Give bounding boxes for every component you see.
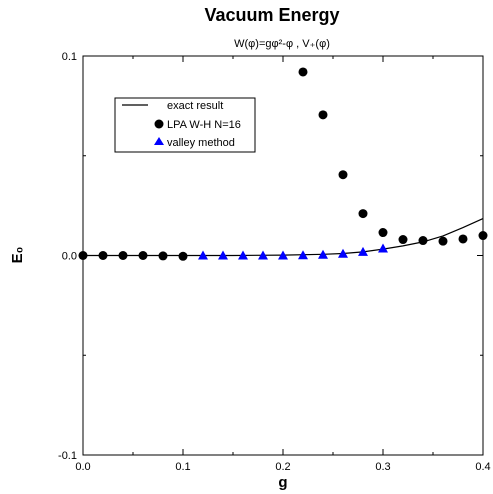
valley-data-point [258, 250, 268, 260]
lpa-data-point [78, 251, 88, 260]
lpa-data-point [118, 251, 128, 260]
chart-title: Vacuum Energy [204, 5, 339, 25]
lpa-data-point [358, 209, 368, 219]
x-tick-label: 0.2 [275, 461, 290, 473]
x-tick-label: 0.3 [375, 461, 390, 473]
x-axis: 0.0 0.1 0.2 0.3 0.4 [75, 56, 491, 473]
valley-data-point [278, 250, 288, 260]
lpa-data-point [458, 234, 468, 244]
legend-label-lpa: LPA W-H N=16 [167, 119, 241, 131]
legend-marker-lpa [154, 119, 164, 129]
valley-data-point [298, 250, 308, 260]
valley-data-point [378, 243, 388, 253]
lpa-data-point [378, 228, 388, 238]
x-tick-label: 0.4 [475, 461, 490, 473]
legend-label-valley: valley method [167, 137, 235, 149]
lpa-data-point [138, 251, 148, 260]
lpa-data-point [158, 251, 168, 261]
valley-data-point [198, 250, 208, 260]
y-tick-label: 0.0 [62, 251, 77, 263]
valley-data-point [238, 250, 248, 260]
lpa-data-point [298, 67, 308, 77]
lpa-data-point [478, 231, 488, 241]
chart-subtitle: W(φ)=gφ²-φ , V₊(φ) [234, 38, 330, 50]
lpa-data-point [398, 235, 408, 245]
lpa-data-point [438, 236, 448, 246]
y-tick-label: -0.1 [58, 450, 77, 462]
lpa-data-point [418, 236, 428, 246]
x-tick-label: 0.1 [175, 461, 190, 473]
legend-label-exact: exact result [167, 100, 223, 112]
valley-data-point [338, 248, 348, 258]
x-tick-label: 0.0 [75, 461, 90, 473]
series-layer [78, 67, 488, 261]
valley-data-point [318, 249, 328, 259]
legend-marker-valley [154, 137, 164, 145]
y-axis-label: E₀ [9, 247, 26, 264]
lpa-data-point [318, 110, 328, 120]
y-tick-label: 0.1 [62, 51, 77, 63]
lpa-data-point [98, 251, 108, 260]
legend-box [114, 97, 256, 153]
x-axis-label: g [278, 474, 287, 491]
valley-data-point [358, 246, 368, 256]
lpa-data-point [178, 251, 188, 261]
series-line-exact-result [83, 218, 484, 257]
lpa-data-point [338, 170, 348, 180]
legend: exact result LPA W-H N=16 valley method [114, 97, 256, 153]
y-axis: -0.1 0.0 0.1 [58, 51, 483, 462]
valley-data-point [218, 250, 228, 260]
